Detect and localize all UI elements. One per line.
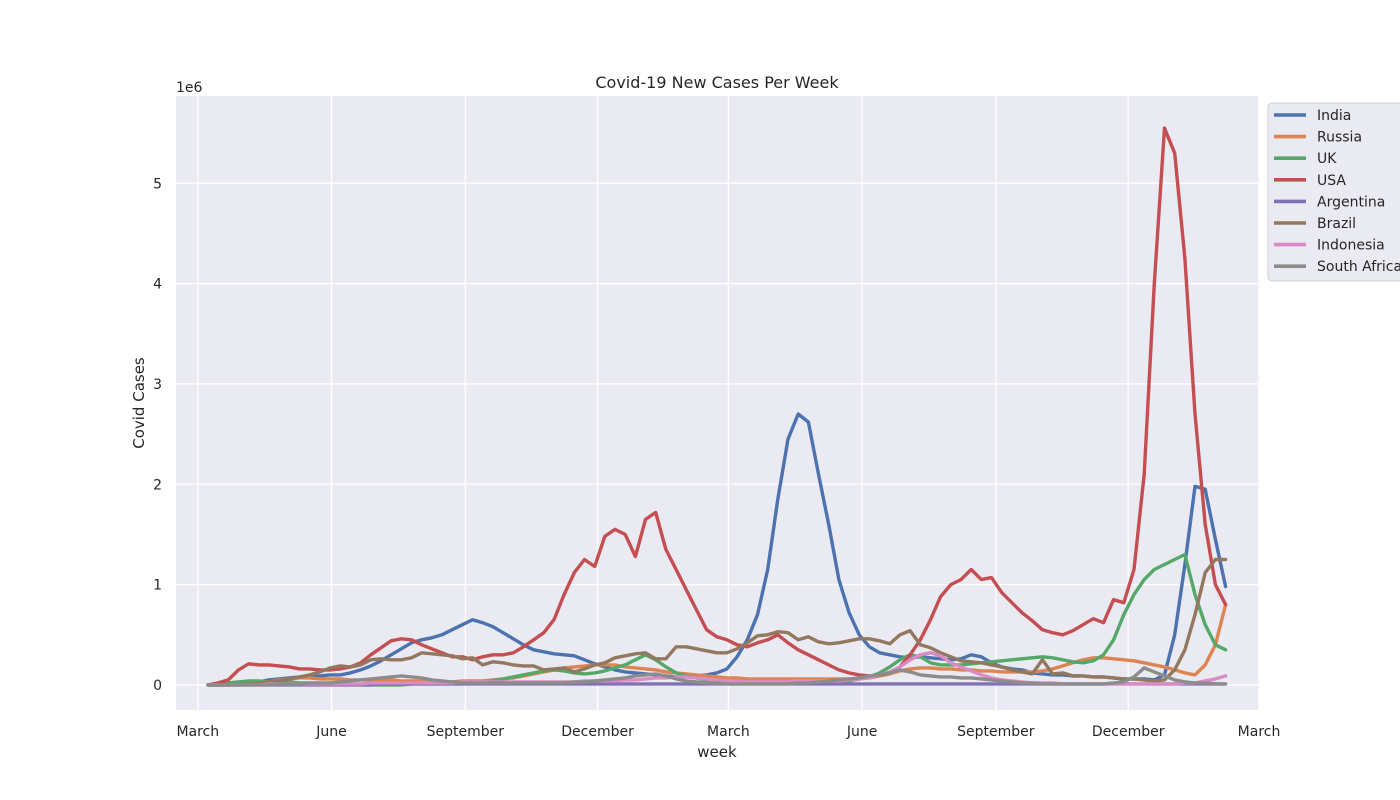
y-tick-label: 0: [153, 678, 162, 694]
legend-box: [1267, 102, 1400, 282]
legend-label-argentina: Argentina: [1317, 194, 1385, 210]
x-tick-label: March: [1238, 724, 1281, 740]
y-tick-label: 4: [153, 277, 162, 293]
legend-label-india: India: [1317, 108, 1351, 124]
y-tick-label: 1: [153, 578, 162, 594]
y-axis-multiplier: 1e6: [176, 80, 203, 96]
series-line-usa: [206, 126, 1228, 687]
x-tick-label: June: [315, 724, 347, 740]
x-tick-label: September: [427, 724, 505, 740]
legend-label-russia: Russia: [1317, 130, 1362, 146]
legend-label-south-africa: South Africa: [1317, 259, 1400, 275]
y-tick-label: 2: [153, 477, 162, 493]
chart-title: Covid-19 New Cases Per Week: [595, 73, 839, 92]
plot-background: [176, 96, 1259, 710]
x-tick-label: March: [176, 724, 219, 740]
series-line-south-africa: [206, 666, 1228, 687]
x-tick-label: December: [561, 724, 634, 740]
series-line-brazil: [206, 557, 1228, 687]
y-tick-label: 5: [153, 176, 162, 192]
x-tick-label: December: [1092, 724, 1165, 740]
y-axis-ticks: 0 1 2 3 4 5: [153, 176, 162, 694]
x-tick-label: September: [957, 724, 1035, 740]
legend-label-indonesia: Indonesia: [1317, 238, 1385, 254]
x-tick-label: June: [846, 724, 878, 740]
x-axis-ticks: March June September December March June Septe…: [176, 724, 1280, 740]
x-tick-label: March: [707, 724, 750, 740]
legend-label-uk: UK: [1317, 151, 1337, 167]
legend: India Russia UK USA Argentina Brazil Indonesia…: [1267, 102, 1400, 282]
legend-label-usa: USA: [1317, 173, 1346, 189]
x-axis-label: week: [697, 743, 737, 761]
y-axis-label: Covid Cases: [130, 357, 148, 449]
legend-label-brazil: Brazil: [1317, 216, 1356, 232]
y-tick-label: 3: [153, 377, 162, 393]
series-layer: [206, 126, 1228, 687]
